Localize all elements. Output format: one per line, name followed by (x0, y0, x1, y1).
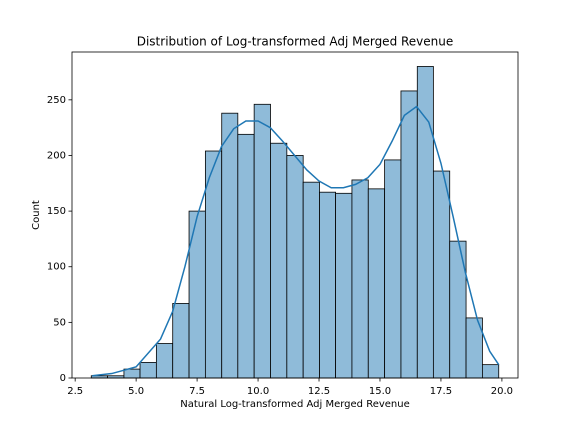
x-tick-label: 20.0 (491, 386, 513, 397)
y-tick-label: 0 (60, 373, 66, 384)
bar (139, 362, 157, 379)
bar (221, 112, 239, 379)
x-tick-label: 7.5 (189, 386, 205, 397)
bar (335, 192, 353, 379)
x-tick-label: 5.0 (128, 386, 144, 397)
kde-line (92, 105, 500, 377)
chart-title: Distribution of Log-transformed Adj Merg… (137, 35, 454, 49)
y-tick-label: 250 (47, 95, 66, 106)
bar (302, 181, 320, 379)
bar (319, 191, 337, 379)
bar (286, 155, 304, 379)
bar (204, 150, 223, 379)
bar (400, 90, 418, 379)
bar (188, 210, 206, 379)
y-tick-label: 150 (47, 206, 66, 217)
x-tick-label: 12.5 (308, 386, 330, 397)
bar (481, 364, 500, 379)
bar (123, 368, 141, 379)
bar (270, 142, 288, 379)
bar (432, 170, 451, 379)
y-tick-label: 200 (47, 150, 66, 161)
x-axis-label: Natural Log-transformed Adj Merged Reven… (180, 399, 410, 410)
bar (384, 159, 402, 379)
bar (237, 133, 255, 379)
x-tick-label: 2.5 (67, 386, 83, 397)
bar (416, 66, 434, 379)
bar (351, 179, 369, 379)
y-tick-label: 50 (53, 317, 66, 328)
bar (253, 103, 271, 379)
y-axis-label: Count (31, 200, 42, 230)
bar (172, 303, 190, 379)
x-tick-label: 10.0 (247, 386, 269, 397)
bar (155, 343, 174, 379)
bar (367, 188, 386, 379)
y-tick-label: 100 (47, 262, 66, 273)
plot-frame (71, 51, 519, 379)
x-tick-label: 17.5 (430, 386, 452, 397)
x-tick-label: 15.0 (369, 386, 391, 397)
